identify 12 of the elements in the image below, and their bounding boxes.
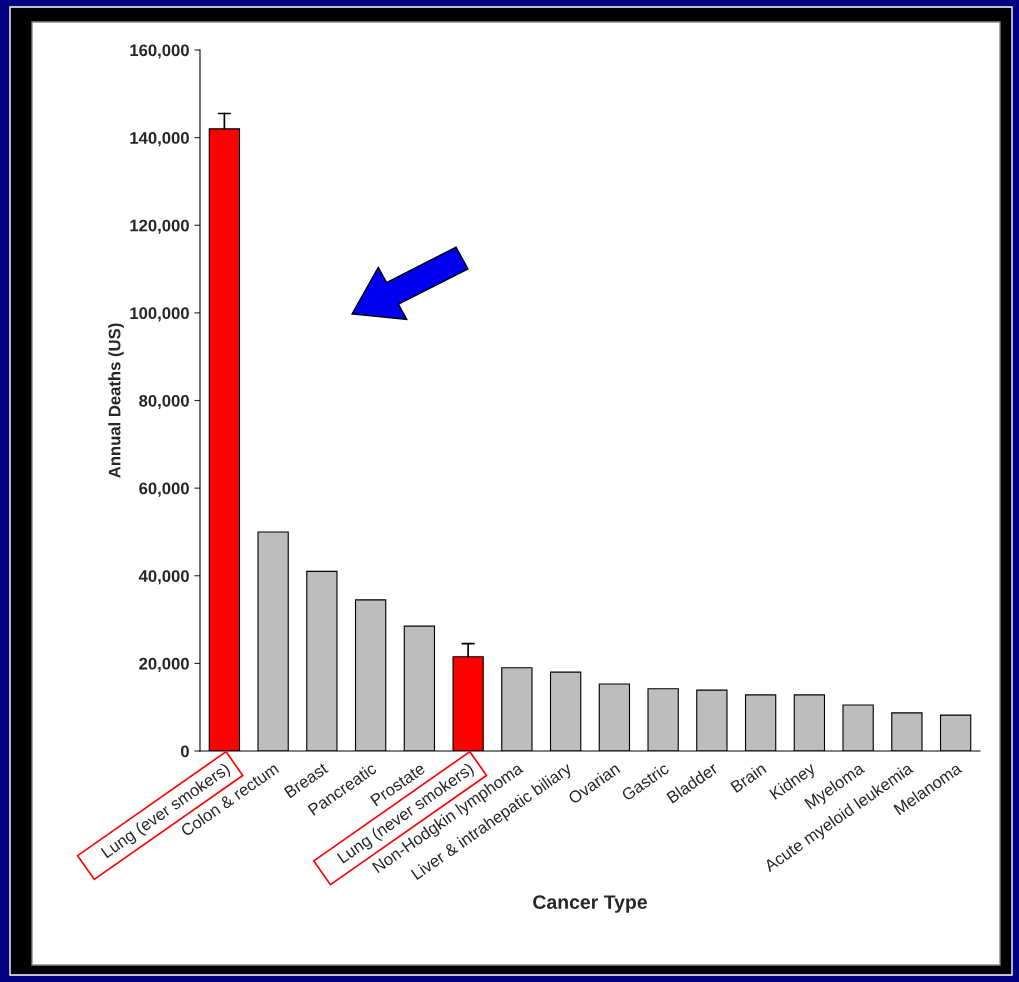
y-tick-label: 40,000 (138, 570, 189, 585)
y-tick-label: 60,000 (139, 482, 189, 497)
y-tick-label: 0 (180, 745, 189, 758)
y-axis-title: Annual Deaths (US) (108, 323, 124, 478)
y-tick-label: 100,000 (130, 307, 189, 322)
y-tick-label: 120,000 (130, 219, 189, 234)
x-axis-title: Cancer Type (533, 895, 647, 913)
y-tick-label: 20,000 (139, 657, 189, 672)
x-tick-label: Brain (729, 762, 767, 793)
y-tick-label: 140,000 (130, 132, 189, 147)
y-tick-label: 80,000 (139, 394, 189, 410)
y-tick-label: 160,000 (130, 44, 189, 59)
